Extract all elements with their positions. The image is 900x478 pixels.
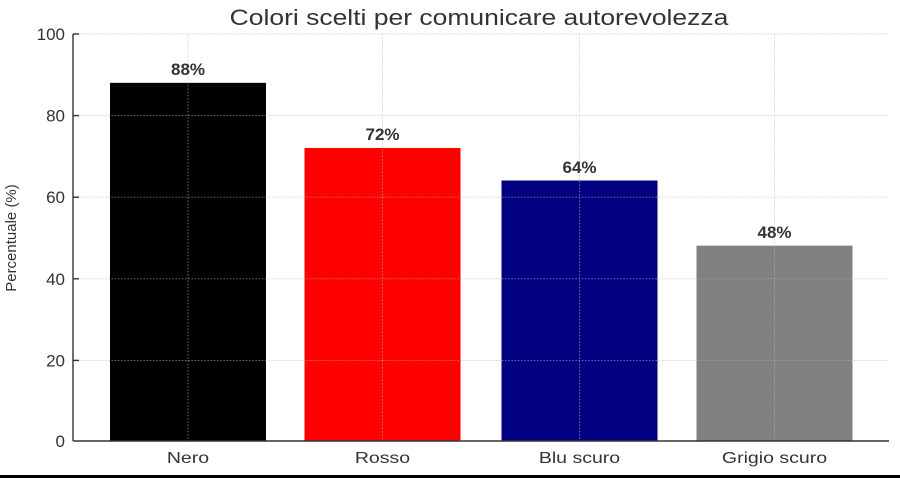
svg-text:88%: 88% xyxy=(171,60,205,79)
svg-text:20: 20 xyxy=(46,351,65,370)
svg-text:80: 80 xyxy=(46,107,65,126)
svg-text:40: 40 xyxy=(46,270,65,289)
svg-text:Grigio scuro: Grigio scuro xyxy=(722,449,827,467)
svg-text:Colori scelti per comunicare a: Colori scelti per comunicare autorevolez… xyxy=(230,6,729,30)
svg-text:72%: 72% xyxy=(365,125,399,144)
svg-text:Nero: Nero xyxy=(167,449,209,467)
svg-text:64%: 64% xyxy=(562,158,596,177)
svg-text:Rosso: Rosso xyxy=(355,449,410,467)
svg-text:48%: 48% xyxy=(757,223,791,242)
svg-text:0: 0 xyxy=(56,432,65,451)
svg-text:100: 100 xyxy=(37,25,65,44)
svg-text:60: 60 xyxy=(46,188,65,207)
svg-text:Percentuale (%): Percentuale (%) xyxy=(3,184,20,292)
svg-text:Blu scuro: Blu scuro xyxy=(539,449,620,467)
